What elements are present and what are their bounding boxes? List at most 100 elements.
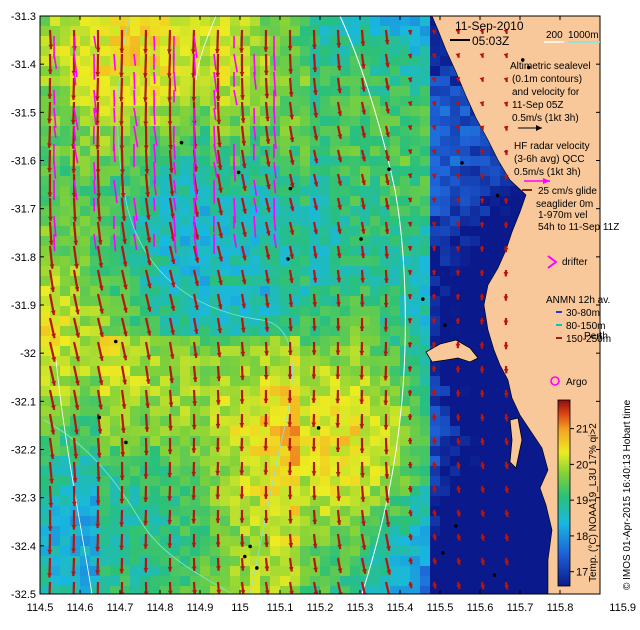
sst-cell [80,186,90,196]
sst-cell [340,216,350,226]
sst-cell [260,206,270,216]
sst-cell [110,366,120,376]
sst-cell [280,496,290,506]
sst-cell [230,226,240,236]
sst-cell [240,186,250,196]
track-marker [236,170,241,175]
velocity-arrowhead [168,402,174,407]
velocity-arrowhead [145,215,151,220]
sst-cell [280,476,290,486]
sst-cell [120,576,130,586]
sst-cell [100,566,110,576]
velocity-arrowhead [75,332,80,338]
sst-cell [500,476,510,486]
velocity-arrowhead [98,404,103,410]
sst-cell [40,436,50,446]
sst-cell [60,166,70,176]
sst-cell [400,46,410,56]
velocity-arrowhead [120,193,126,198]
velocity-arrowhead [170,213,175,219]
sst-cell [290,96,300,106]
sst-cell [460,466,470,476]
sst-cell [40,516,50,526]
sst-cell [490,516,500,526]
sst-cell [60,546,70,556]
sst-cell [240,506,250,516]
sst-cell [390,66,400,76]
sst-cell [390,56,400,66]
sst-cell [80,286,90,296]
sst-cell [410,376,420,386]
sst-cell [440,496,450,506]
sst-cell [470,466,480,476]
sst-cell [380,56,390,66]
track-marker [454,524,458,528]
sst-cell [280,256,290,266]
velocity-arrowhead [503,344,509,350]
sst-cell [180,36,190,46]
sst-cell [110,476,120,486]
velocity-arrowhead [70,119,76,125]
sst-cell [300,356,310,366]
sst-cell [160,566,170,576]
velocity-arrowhead [311,471,317,476]
velocity-arrowhead [146,260,152,266]
sst-cell [90,496,100,506]
sst-cell [440,566,450,576]
sst-cell [180,236,190,246]
sst-cell [380,526,390,536]
sst-cell [280,176,290,186]
sst-cell [210,126,220,136]
isobath-label-200: 200 [546,30,563,41]
sst-cell [360,446,370,456]
sst-cell [250,96,260,106]
sst-cell [340,56,350,66]
sst-cell [100,156,110,166]
sst-cell [330,366,340,376]
sst-cell [370,376,380,386]
alt-legend-line: 11-Sep 05Z [512,100,564,111]
hf-radar-arrow [133,215,137,231]
sst-cell [200,566,210,576]
sst-cell [130,266,140,276]
sst-cell [110,536,120,546]
sst-cell [210,46,220,56]
sst-cell [480,276,490,286]
sst-cell [390,266,400,276]
hf-radar-arrow [233,89,238,106]
sst-cell [160,66,170,76]
sst-cell [80,486,90,496]
sst-cell [310,426,320,436]
sst-cell [400,536,410,546]
sst-cell [110,436,120,446]
sst-cell [150,496,160,506]
sst-cell [360,256,370,266]
sst-cell [260,546,270,556]
sst-cell [330,216,340,226]
sst-cell [210,266,220,276]
velocity-arrowhead [360,253,366,259]
velocity-arrowhead [503,174,509,180]
sst-cell [160,226,170,236]
sst-cell [390,316,400,326]
sst-cell [80,516,90,526]
sst-cell [210,406,220,416]
sst-cell [70,306,80,316]
sst-cell [290,286,300,296]
sst-cell [340,536,350,546]
sst-cell [90,306,100,316]
sst-cell [370,286,380,296]
sst-cell [390,216,400,226]
sst-cell [490,406,500,416]
sst-cell [370,206,380,216]
sst-cell [110,26,120,36]
velocity-arrowhead [455,222,461,228]
sst-cell [520,496,530,506]
sst-cell [260,306,270,316]
sst-cell [240,96,250,106]
sst-cell [470,186,480,196]
sst-cell [60,566,70,576]
sst-cell [180,86,190,96]
velocity-arrowhead [385,108,390,114]
hf-radar-arrow [233,197,237,224]
